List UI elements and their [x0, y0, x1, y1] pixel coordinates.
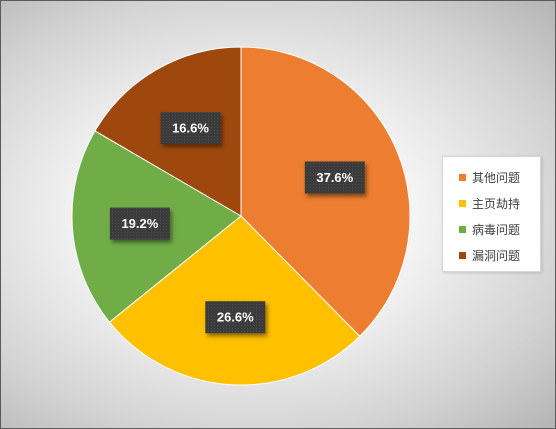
legend-label: 主页劫持 — [472, 196, 521, 211]
legend-item: 主页劫持 — [459, 190, 540, 216]
legend-label: 病毒问题 — [472, 222, 521, 237]
pie-slice — [108, 215, 361, 386]
legend-item: 病毒问题 — [459, 216, 540, 242]
data-label-box — [109, 207, 170, 240]
data-label: 16.6% — [160, 112, 221, 145]
data-label-text: 26.6% — [217, 310, 254, 325]
legend-label: 漏洞问题 — [472, 248, 521, 263]
legend: 其他问题 主页劫持 病毒问题 漏洞问题 — [442, 156, 541, 272]
legend-swatch — [459, 199, 466, 207]
data-label-text: 16.6% — [172, 121, 209, 136]
legend-swatch — [459, 251, 466, 259]
data-label-text: 37.6% — [316, 170, 353, 185]
legend-item: 其他问题 — [459, 164, 540, 190]
data-label: 37.6% — [304, 161, 365, 194]
legend-label: 其他问题 — [472, 170, 521, 185]
pie-data-labels: 37.6% 26.6% 19.2% 16.6% — [109, 112, 365, 334]
data-label-box — [160, 112, 221, 145]
legend-swatch — [459, 173, 466, 181]
data-label-box — [304, 161, 365, 194]
data-label: 19.2% — [109, 207, 170, 240]
legend-item: 漏洞问题 — [459, 242, 540, 268]
data-label-text: 19.2% — [121, 216, 158, 231]
data-label-box — [205, 301, 266, 334]
legend-swatch — [459, 225, 466, 233]
data-label: 26.6% — [205, 301, 266, 334]
